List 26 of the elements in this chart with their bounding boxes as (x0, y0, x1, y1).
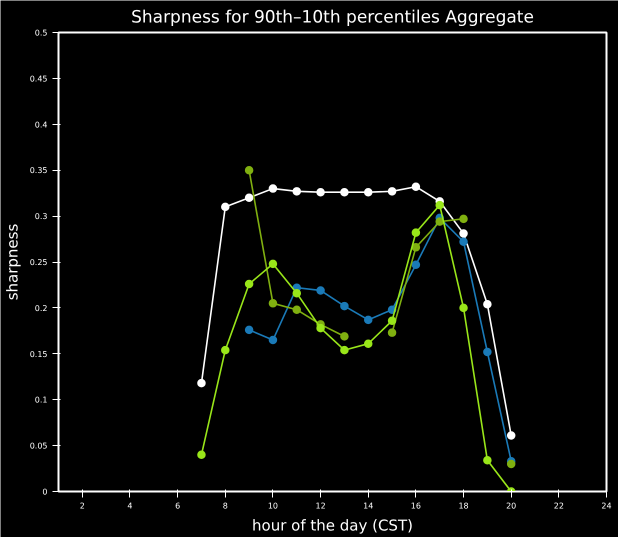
y-tick-label: 0.3 (34, 212, 48, 222)
y-tick-label: 0.35 (30, 166, 48, 176)
y-tick-label: 0.05 (30, 442, 48, 451)
y-tick-label: 0.45 (30, 74, 48, 84)
x-tick-label: 16 (410, 502, 421, 510)
y-tick-label: 0.15 (30, 350, 48, 359)
chart-title: Sharpness for 90th–10th percentiles Aggregate (131, 8, 534, 28)
x-axis-title: hour of the day (CST) (252, 516, 413, 534)
x-tick-label: 22 (554, 502, 564, 510)
y-tick-label: 0.25 (30, 258, 48, 267)
y-tick-label: 0 (42, 488, 48, 496)
x-tick-label: 6 (175, 502, 180, 510)
y-tick-label: 0.5 (34, 28, 48, 38)
y-axis-title: sharpness (4, 224, 22, 300)
x-tick-label: 2 (80, 502, 85, 510)
y-tick-label: 0.2 (34, 304, 48, 313)
x-tick-label: 10 (268, 502, 278, 510)
y-tick-label: 0.1 (34, 396, 48, 405)
x-tick-label: 14 (363, 502, 374, 510)
x-tick-label: 12 (315, 502, 326, 510)
x-tick-label: 24 (601, 502, 612, 510)
y-tick-label: 0.4 (34, 120, 48, 130)
x-tick-label: 20 (506, 502, 516, 510)
x-tick-label: 4 (127, 502, 133, 510)
x-tick-label: 18 (458, 502, 469, 510)
x-tick-label: 8 (222, 502, 228, 510)
